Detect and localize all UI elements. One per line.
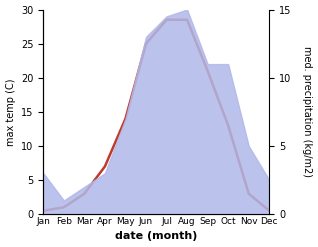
X-axis label: date (month): date (month) <box>115 231 197 242</box>
Y-axis label: med. precipitation (kg/m2): med. precipitation (kg/m2) <box>302 46 313 177</box>
Y-axis label: max temp (C): max temp (C) <box>5 78 16 145</box>
